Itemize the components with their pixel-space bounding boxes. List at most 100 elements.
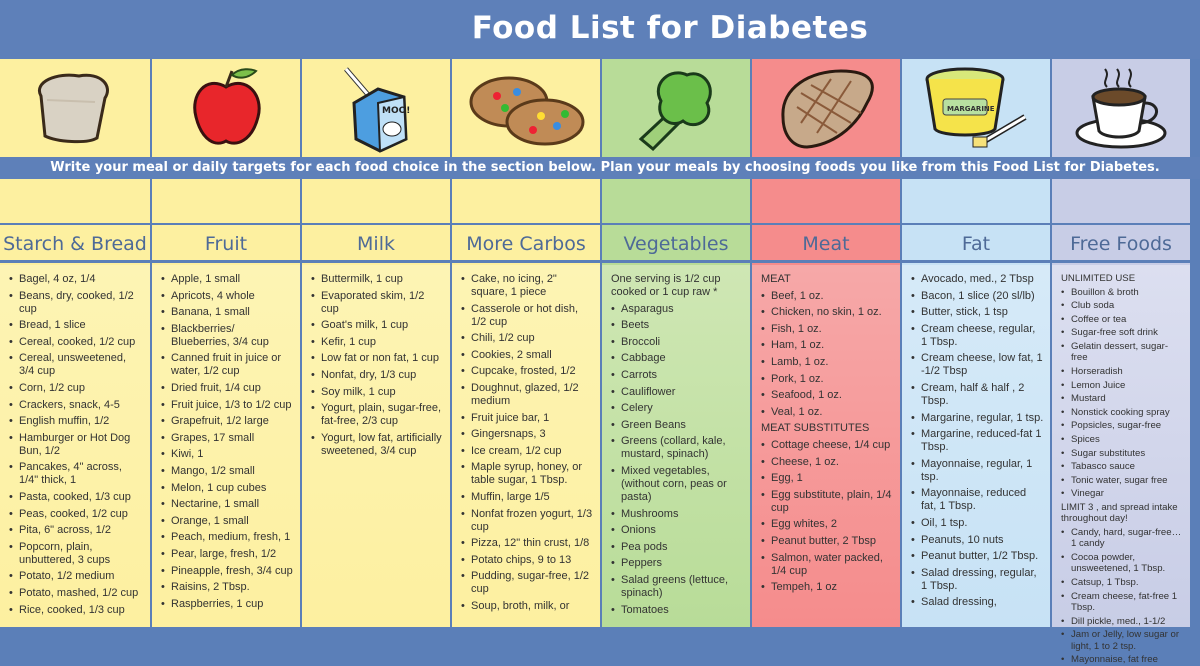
broccoli-icon	[602, 59, 750, 157]
list-item: Pancakes, 4" across, 1/4" thick, 1	[9, 461, 144, 487]
apple-icon	[152, 59, 300, 157]
title-banner: Food List for Diabetes	[0, 0, 1200, 59]
list-item: Coffee or tea	[1061, 314, 1184, 325]
food-list: MEAT Beef, 1 oz. Chicken, no skin, 1 oz. Fi…	[752, 265, 900, 627]
list-item: Nectarine, 1 small	[161, 498, 294, 511]
target-input-fruit[interactable]	[152, 179, 300, 221]
margarine-tub-icon: MARGARINE	[902, 59, 1050, 157]
list-item: Avocado, med., 2 Tbsp	[911, 273, 1044, 286]
list-item: Beans, dry, cooked, 1/2 cup	[9, 290, 144, 316]
list-item: Mustard	[1061, 393, 1184, 404]
list-item: Dill pickle, med., 1-1/2	[1061, 616, 1184, 627]
list-item: Mixed vegetables, (without corn, peas or…	[611, 465, 744, 504]
list-item: Salad dressing, regular, 1 Tbsp.	[911, 567, 1044, 593]
list-item: Cabbage	[611, 352, 744, 365]
instructions: Write your meal or daily targets for eac…	[0, 157, 1200, 179]
list-item: Maple syrup, honey, or table sugar, 1 Tb…	[461, 461, 594, 487]
target-input-milk[interactable]	[302, 179, 450, 221]
list-heading: MEAT	[761, 273, 791, 285]
column-header: Fat	[902, 223, 1050, 263]
list-item: Potato, mashed, 1/2 cup	[9, 587, 144, 600]
bread-icon	[0, 59, 150, 157]
target-input-free-foods[interactable]	[1052, 179, 1190, 221]
list-item: Soy milk, 1 cup	[311, 386, 444, 399]
list-item: Mayonnaise, reduced fat, 1 Tbsp.	[911, 487, 1044, 513]
food-list: Cake, no icing, 2" square, 1 piece Casser…	[452, 265, 600, 627]
list-item: Nonfat frozen yogurt, 1/3 cup	[461, 508, 594, 534]
list-item: Nonstick cooking spray	[1061, 407, 1184, 418]
list-heading: LIMIT 3 , and spread intake throughout d…	[1061, 501, 1178, 525]
list-item: Dried fruit, 1/4 cup	[161, 382, 294, 395]
list-item: Spices	[1061, 434, 1184, 445]
list-item: Veal, 1 oz.	[761, 406, 894, 419]
target-input-more-carbos[interactable]	[452, 179, 600, 221]
list-item: Sugar substitutes	[1061, 448, 1184, 459]
list-item: Lemon Juice	[1061, 380, 1184, 391]
list-item: Yogurt, plain, sugar-free, fat-free, 2/3…	[311, 402, 444, 428]
list-item: Low fat or non fat, 1 cup	[311, 352, 444, 365]
list-item: Bouillon & broth	[1061, 287, 1184, 298]
list-item: Fruit juice, 1/3 to 1/2 cup	[161, 399, 294, 412]
list-item: Evaporated skim, 1/2 cup	[311, 290, 444, 316]
list-item: Ice cream, 1/2 cup	[461, 445, 594, 458]
list-item: Chicken, no skin, 1 oz.	[761, 306, 894, 319]
list-item: Fish, 1 oz.	[761, 323, 894, 336]
list-item: Corn, 1/2 cup	[9, 382, 144, 395]
list-item: Mushrooms	[611, 508, 744, 521]
food-columns: Starch & Bread Bagel, 4 oz, 1/4 Beans, dry…	[0, 59, 1200, 665]
column-header: Free Foods	[1052, 223, 1190, 263]
list-item: Broccoli	[611, 336, 744, 349]
column-fruit: Fruit Apple, 1 small Apricots, 4 whole Bana…	[150, 59, 300, 627]
list-item: Peas, cooked, 1/2 cup	[9, 508, 144, 521]
list-item: Margarine, regular, 1 tsp.	[911, 412, 1044, 425]
coffee-cup-icon	[1052, 59, 1190, 157]
food-list: UNLIMITED USE Bouillon & broth Club soda Co…	[1052, 265, 1190, 665]
list-item: Pasta, cooked, 1/3 cup	[9, 491, 144, 504]
target-input-meat[interactable]	[752, 179, 900, 221]
list-item: Cauliflower	[611, 386, 744, 399]
list-item: Asparagus	[611, 303, 744, 316]
list-item: Salad dressing,	[911, 596, 1044, 609]
target-input-fat[interactable]	[902, 179, 1050, 221]
list-item: Tonic water, sugar free	[1061, 475, 1184, 486]
list-item: Tempeh, 1 oz	[761, 581, 894, 594]
column-more-carbos: More CarbosCake, no icing, 2" square, 1 …	[450, 59, 600, 627]
list-item: Tomatoes	[611, 604, 744, 617]
list-item: Melon, 1 cup cubes	[161, 482, 294, 495]
target-input-starch-bread[interactable]	[0, 179, 150, 221]
list-item: Peanut butter, 1/2 Tbsp.	[911, 550, 1044, 563]
list-item: Sugar-free soft drink	[1061, 327, 1184, 338]
list-item: Salmon, water packed, 1/4 cup	[761, 552, 894, 578]
list-item: Potato chips, 9 to 13	[461, 554, 594, 567]
list-item: Yogurt, low fat, artificially sweetened,…	[311, 432, 444, 458]
list-item: Pita, 6" across, 1/2	[9, 524, 144, 537]
list-item: Chili, 1/2 cup	[461, 332, 594, 345]
list-item: Orange, 1 small	[161, 515, 294, 528]
list-item: Ham, 1 oz.	[761, 339, 894, 352]
list-item: Candy, hard, sugar-free…1 candy	[1061, 527, 1184, 550]
list-item: Apple, 1 small	[161, 273, 294, 286]
food-list: Bagel, 4 oz, 1/4 Beans, dry, cooked, 1/2 …	[0, 265, 150, 627]
column-milk: MOO! Milk Buttermilk, 1 cup Evaporated skim…	[300, 59, 450, 627]
food-list: Apple, 1 small Apricots, 4 whole Banana, 1…	[152, 265, 300, 627]
list-item: Margarine, reduced-fat 1 Tbsp.	[911, 428, 1044, 454]
column-header: Meat	[752, 223, 900, 263]
list-item: Kefir, 1 cup	[311, 336, 444, 349]
list-item: Cream cheese, fat-free 1 Tbsp.	[1061, 591, 1184, 614]
list-item: Fruit juice bar, 1	[461, 412, 594, 425]
list-item: Jam or Jelly, low sugar or light, 1 to 2…	[1061, 629, 1184, 652]
list-item: Pudding, sugar-free, 1/2 cup	[461, 570, 594, 596]
list-item: Cupcake, frosted, 1/2	[461, 365, 594, 378]
target-input-vegetables[interactable]	[602, 179, 750, 221]
list-item: Peanuts, 10 nuts	[911, 534, 1044, 547]
column-fat: MARGARINE Fat Avocado, med., 2 Tbsp Bacon, …	[900, 59, 1050, 627]
list-item: Pineapple, fresh, 3/4 cup	[161, 565, 294, 578]
list-item: Green Beans	[611, 419, 744, 432]
page-title: Food List for Diabetes	[471, 10, 869, 46]
list-item: Tabasco sauce	[1061, 461, 1184, 472]
column-starch-bread: Starch & Bread Bagel, 4 oz, 1/4 Beans, dry…	[0, 59, 150, 627]
list-item: Raisins, 2 Tbsp.	[161, 581, 294, 594]
list-item: Beef, 1 oz.	[761, 290, 894, 303]
food-list: Buttermilk, 1 cup Evaporated skim, 1/2 cu…	[302, 265, 450, 627]
list-item: Muffin, large 1/5	[461, 491, 594, 504]
